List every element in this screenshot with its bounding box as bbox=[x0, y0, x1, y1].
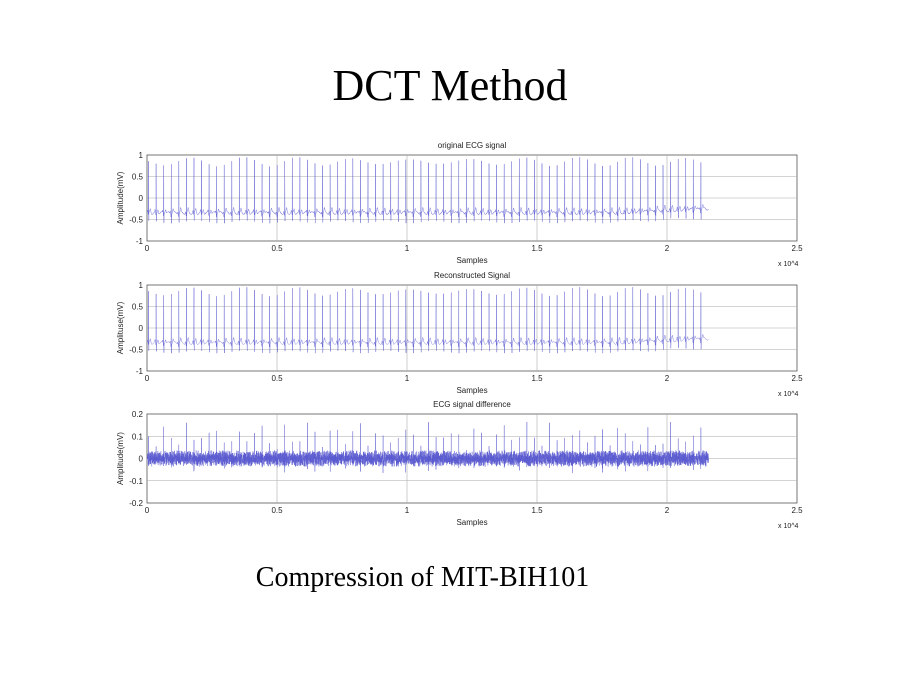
x-tick-label: 2 bbox=[665, 506, 670, 515]
x-tick-label: 1 bbox=[405, 244, 410, 253]
x-tick-label: 0 bbox=[145, 374, 150, 383]
x-axis-label: Samples bbox=[456, 386, 487, 395]
x-multiplier-label: x 10^4 bbox=[778, 523, 799, 530]
y-tick-label: 1 bbox=[139, 281, 144, 290]
x-multiplier-label: x 10^4 bbox=[778, 391, 799, 398]
y-tick-label: -1 bbox=[136, 367, 144, 376]
y-tick-label: 0.5 bbox=[132, 303, 144, 312]
x-tick-label: 0.5 bbox=[271, 506, 283, 515]
y-tick-label: 0.5 bbox=[132, 173, 144, 182]
y-tick-label: 0.2 bbox=[132, 410, 144, 419]
y-axis-label: Amplitude(mV) bbox=[116, 171, 125, 224]
y-tick-label: 0 bbox=[139, 324, 144, 333]
x-axis-label: Samples bbox=[456, 518, 487, 527]
subplot-title: ECG signal difference bbox=[433, 400, 511, 409]
x-axis-label: Samples bbox=[456, 256, 487, 265]
x-tick-label: 0 bbox=[145, 506, 150, 515]
subplot-3: -0.2 -0.1 0 0.1 0.2 0 0.5 1 1.5 2 2.5 ECG signal di… bbox=[116, 400, 803, 527]
y-tick-label: 0 bbox=[139, 455, 144, 464]
x-tick-label: 0.5 bbox=[271, 244, 283, 253]
signal-line bbox=[146, 421, 709, 474]
x-tick-label: 2 bbox=[665, 374, 670, 383]
x-multiplier-label: x 10^4 bbox=[778, 261, 799, 268]
slide-title: DCT Method bbox=[332, 61, 568, 110]
signal-line bbox=[146, 157, 709, 224]
y-tick-label: 0 bbox=[139, 194, 144, 203]
x-tick-label: 1.5 bbox=[531, 506, 543, 515]
subplot-title: original ECG signal bbox=[438, 141, 507, 150]
subplot-title: Reconstructed Signal bbox=[434, 271, 510, 280]
signal-line bbox=[146, 287, 709, 354]
subplot-2: -1 -0.5 0 0.5 1 0 0.5 1 1.5 2 2.5 Reconstructed Sig… bbox=[116, 271, 803, 395]
x-tick-label: 2.5 bbox=[791, 506, 803, 515]
slide-subtitle: Compression of MIT-BIH101 bbox=[255, 562, 590, 593]
y-tick-label: -0.1 bbox=[129, 477, 143, 486]
x-tick-label: 0.5 bbox=[271, 374, 283, 383]
x-tick-label: 2.5 bbox=[791, 244, 803, 253]
y-axis-label: Amplitude(mV) bbox=[116, 432, 125, 485]
y-tick-label: 0.1 bbox=[132, 432, 144, 441]
y-tick-label: -0.5 bbox=[129, 216, 143, 225]
x-tick-label: 1.5 bbox=[531, 374, 543, 383]
y-tick-label: -1 bbox=[136, 237, 144, 246]
x-tick-label: 0 bbox=[145, 244, 150, 253]
x-tick-label: 1 bbox=[405, 506, 410, 515]
x-tick-label: 2.5 bbox=[791, 374, 803, 383]
x-tick-label: 1.5 bbox=[531, 244, 543, 253]
y-axis-label: Amplituse(mV) bbox=[116, 301, 125, 354]
y-tick-label: -0.2 bbox=[129, 499, 143, 508]
y-tick-label: -0.5 bbox=[129, 346, 143, 355]
subplot-1: -1 -0.5 0 0.5 1 0 0.5 1 1.5 2 2.5 original ECG sign… bbox=[116, 141, 803, 265]
x-tick-label: 1 bbox=[405, 374, 410, 383]
x-tick-label: 2 bbox=[665, 244, 670, 253]
y-tick-label: 1 bbox=[139, 151, 144, 160]
